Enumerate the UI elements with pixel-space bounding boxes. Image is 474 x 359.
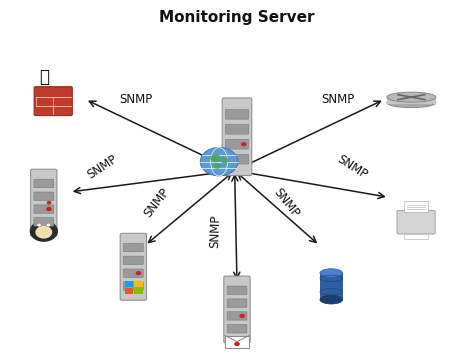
Ellipse shape bbox=[387, 92, 436, 102]
Text: SNMP: SNMP bbox=[142, 186, 172, 220]
FancyBboxPatch shape bbox=[320, 273, 343, 300]
Circle shape bbox=[46, 201, 51, 204]
Circle shape bbox=[46, 207, 52, 211]
Circle shape bbox=[30, 220, 58, 242]
FancyBboxPatch shape bbox=[225, 336, 249, 348]
FancyBboxPatch shape bbox=[404, 201, 428, 212]
Text: Monitoring Server: Monitoring Server bbox=[159, 10, 315, 25]
FancyBboxPatch shape bbox=[34, 192, 54, 200]
FancyBboxPatch shape bbox=[123, 282, 143, 290]
Circle shape bbox=[239, 314, 245, 318]
Circle shape bbox=[136, 271, 141, 275]
FancyBboxPatch shape bbox=[227, 286, 247, 294]
Circle shape bbox=[241, 142, 246, 146]
Circle shape bbox=[37, 224, 41, 227]
FancyBboxPatch shape bbox=[227, 325, 247, 333]
FancyBboxPatch shape bbox=[34, 87, 73, 116]
FancyBboxPatch shape bbox=[123, 269, 143, 278]
FancyBboxPatch shape bbox=[134, 280, 143, 287]
FancyBboxPatch shape bbox=[134, 288, 143, 294]
Text: SNMP: SNMP bbox=[335, 153, 370, 182]
Text: SNMP: SNMP bbox=[85, 153, 120, 182]
Circle shape bbox=[220, 157, 229, 163]
Text: SNMP: SNMP bbox=[119, 93, 152, 106]
FancyBboxPatch shape bbox=[226, 139, 248, 149]
Ellipse shape bbox=[387, 98, 436, 108]
FancyBboxPatch shape bbox=[120, 233, 146, 300]
FancyBboxPatch shape bbox=[397, 210, 435, 234]
FancyBboxPatch shape bbox=[125, 280, 133, 287]
Circle shape bbox=[46, 224, 50, 227]
FancyBboxPatch shape bbox=[226, 109, 248, 119]
FancyBboxPatch shape bbox=[227, 312, 247, 320]
FancyBboxPatch shape bbox=[387, 97, 436, 104]
FancyBboxPatch shape bbox=[34, 218, 54, 226]
FancyBboxPatch shape bbox=[227, 299, 247, 307]
Circle shape bbox=[213, 163, 221, 169]
Text: SNMP: SNMP bbox=[322, 93, 355, 106]
FancyBboxPatch shape bbox=[31, 169, 57, 236]
FancyBboxPatch shape bbox=[123, 256, 143, 265]
Text: SNMP: SNMP bbox=[271, 186, 302, 220]
FancyBboxPatch shape bbox=[123, 243, 143, 252]
Circle shape bbox=[200, 148, 238, 176]
FancyBboxPatch shape bbox=[125, 288, 133, 294]
FancyBboxPatch shape bbox=[34, 179, 54, 188]
Ellipse shape bbox=[320, 269, 343, 277]
FancyBboxPatch shape bbox=[404, 234, 428, 239]
Text: SNMP: SNMP bbox=[209, 214, 223, 248]
FancyBboxPatch shape bbox=[222, 98, 252, 176]
Circle shape bbox=[234, 342, 240, 346]
FancyBboxPatch shape bbox=[226, 154, 248, 164]
Ellipse shape bbox=[320, 295, 343, 304]
Text: 🔥: 🔥 bbox=[39, 68, 49, 86]
Circle shape bbox=[210, 154, 220, 162]
FancyBboxPatch shape bbox=[224, 276, 250, 343]
FancyBboxPatch shape bbox=[226, 125, 248, 134]
FancyBboxPatch shape bbox=[34, 205, 54, 213]
Circle shape bbox=[36, 226, 52, 239]
